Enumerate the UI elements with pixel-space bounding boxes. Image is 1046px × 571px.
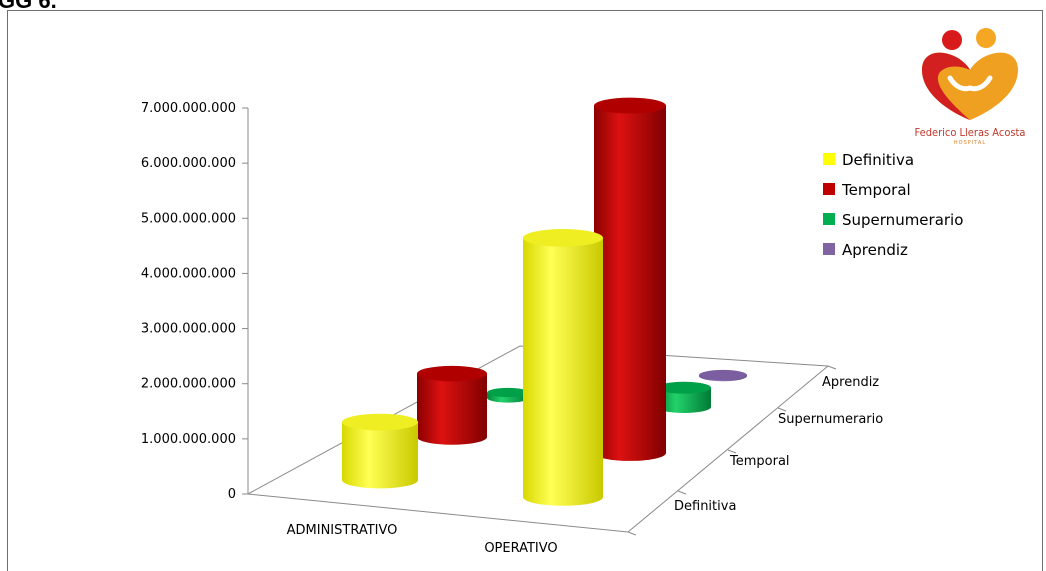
- bar-top: [594, 97, 666, 114]
- bar-supernumerario-administrativo: [487, 387, 529, 403]
- bar-side: [657, 387, 711, 413]
- y-tick-label: 5.000.000.000: [141, 211, 236, 226]
- floor-back-edge: [247, 345, 829, 495]
- bar-top: [699, 369, 747, 381]
- hospital-logo: Federico Lleras Acosta HOSPITAL: [900, 22, 1040, 152]
- x-label-operativo: OPERATIVO: [484, 541, 557, 556]
- y-tick-label: 0: [228, 487, 236, 502]
- y-tick-label: 2.000.000.000: [141, 377, 236, 392]
- legend: Definitiva Temporal Supernumerario Apren…: [823, 151, 963, 259]
- depth-tick-mark: [627, 531, 637, 536]
- legend-label-aprendiz: Aprendiz: [842, 241, 908, 259]
- bar-top: [523, 229, 603, 247]
- depth-tick-mark: [727, 449, 737, 454]
- x-label-administrativo: ADMINISTRATIVO: [287, 523, 398, 538]
- depth-tick-mark: [777, 407, 787, 412]
- legend-label-definitiva: Definitiva: [842, 151, 914, 169]
- legend-label-supernumerario: Supernumerario: [842, 211, 963, 229]
- depth-label-definitiva: Definitiva: [674, 499, 736, 514]
- bar-temporal-administrativo: [417, 365, 487, 445]
- legend-swatch-definitiva: [823, 153, 835, 165]
- bar-side: [594, 105, 666, 461]
- depth-label-aprendiz: Aprendiz: [822, 375, 879, 390]
- y-tick-label: 1.000.000.000: [141, 432, 236, 447]
- depth-label-temporal: Temporal: [729, 454, 790, 469]
- y-ticks: 0 1.000.000.000 2.000.000.000 3.000.000.000…: [141, 101, 248, 502]
- bar-definitiva-operativo: [523, 229, 603, 506]
- depth-label-supernumerario: Supernumerario: [778, 412, 883, 427]
- y-tick-label: 3.000.000.000: [141, 322, 236, 337]
- depth-tick-mark: [677, 490, 687, 495]
- bar-top: [342, 413, 418, 431]
- bar-temporal-operativo: [594, 97, 666, 461]
- legend-swatch-aprendiz: [823, 243, 835, 255]
- y-tick-label: 6.000.000.000: [141, 156, 236, 171]
- depth-tick-mark: [827, 365, 837, 370]
- bar-side: [523, 237, 603, 506]
- bar-supernumerario-operativo: [657, 381, 711, 413]
- bar-definitiva-administrativo: [342, 413, 418, 489]
- legend-swatch-temporal: [823, 183, 835, 195]
- y-tick-label: 4.000.000.000: [141, 266, 236, 281]
- depth-ticks: [627, 365, 837, 536]
- y-tick-label: 7.000.000.000: [141, 101, 236, 116]
- legend-swatch-supernumerario: [823, 213, 835, 225]
- legend-label-temporal: Temporal: [841, 181, 911, 199]
- bar-top: [657, 381, 711, 394]
- bar-top: [487, 387, 529, 398]
- bar-side: [417, 373, 487, 445]
- bar-side: [342, 422, 418, 489]
- chart-frame: [7, 10, 1043, 571]
- logo-name: Federico Lleras Acosta: [914, 126, 1026, 139]
- header-text: GG 6.: [0, 0, 57, 13]
- bars: [342, 97, 747, 506]
- axes: 0 1.000.000.000 2.000.000.000 3.000.000.000…: [141, 101, 837, 536]
- bar-top: [417, 365, 487, 382]
- logo-sub: HOSPITAL: [953, 140, 987, 146]
- bar-aprendiz-operativo: [699, 369, 747, 382]
- hospital-logo-icon: [922, 28, 1018, 121]
